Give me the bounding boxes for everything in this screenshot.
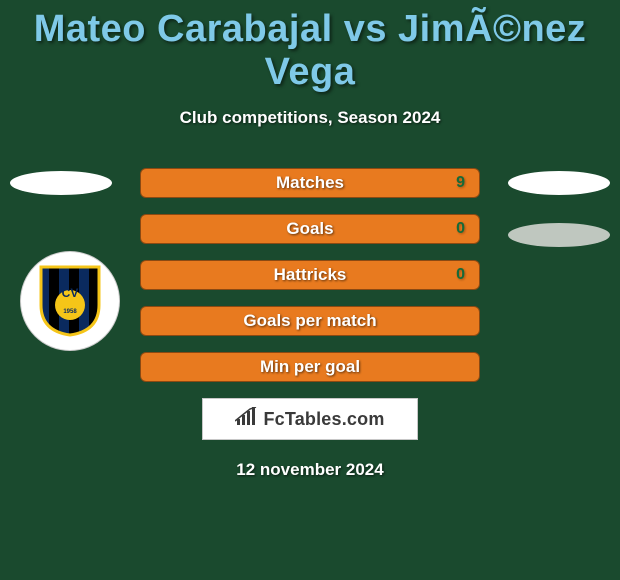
stat-row-min-per-goal: Min per goal	[140, 352, 480, 382]
stat-label: Goals per match	[243, 311, 376, 331]
page-title: Mateo Carabajal vs JimÃ©nez Vega	[0, 0, 620, 94]
brand-text: FcTables.com	[263, 409, 384, 430]
stat-label: Hattricks	[274, 265, 347, 285]
stat-row-hattricks: Hattricks 0	[140, 260, 480, 290]
club-shield-icon: CV 1958	[39, 265, 101, 337]
bar-chart-icon	[235, 407, 257, 432]
svg-text:CV: CV	[62, 286, 79, 300]
stat-row-goals-per-match: Goals per match	[140, 306, 480, 336]
brand-box[interactable]: FcTables.com	[202, 398, 418, 440]
stats-area: CV 1958 Matches 9 Goals 0 Hattricks 0 Go…	[0, 168, 620, 480]
stat-value-right: 9	[456, 174, 465, 192]
stat-row-goals: Goals 0	[140, 214, 480, 244]
player-right-marker-1	[508, 171, 610, 195]
stat-value-right: 0	[456, 266, 465, 284]
player-left-marker	[10, 171, 112, 195]
stat-label: Goals	[286, 219, 333, 239]
stat-label: Matches	[276, 173, 344, 193]
player-right-marker-2	[508, 223, 610, 247]
footer-date: 12 november 2024	[0, 460, 620, 480]
stat-label: Min per goal	[260, 357, 360, 377]
stat-value-right: 0	[456, 220, 465, 238]
page-subtitle: Club competitions, Season 2024	[0, 108, 620, 128]
stat-row-matches: Matches 9	[140, 168, 480, 198]
badge-year: 1958	[63, 309, 77, 315]
club-badge: CV 1958	[20, 251, 120, 351]
